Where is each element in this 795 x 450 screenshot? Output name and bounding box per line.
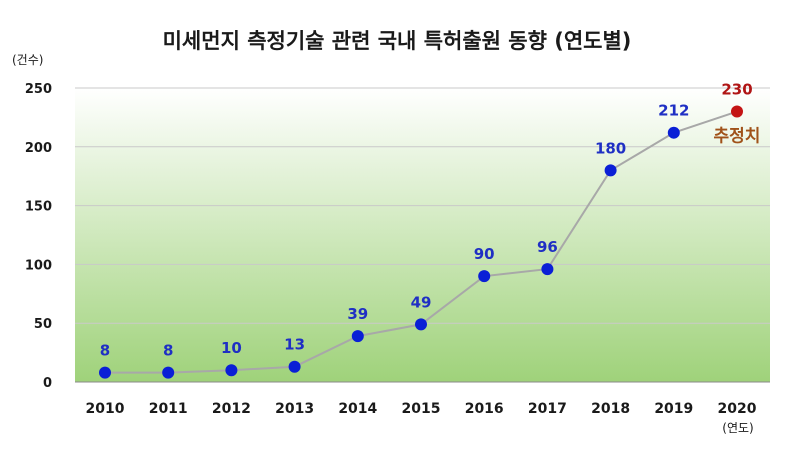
data-point xyxy=(415,318,427,331)
x-tick-label: 2010 xyxy=(86,401,125,417)
data-point xyxy=(478,270,491,283)
data-point xyxy=(604,164,617,177)
data-labels: 8 8 10 13 39 49 90 96 180 212 230 xyxy=(100,81,753,360)
data-point xyxy=(162,366,175,379)
data-point xyxy=(288,360,301,373)
data-label-estimated: 230 xyxy=(721,81,752,99)
gridlines xyxy=(75,87,770,324)
x-tick-label: 2017 xyxy=(528,401,567,417)
data-point xyxy=(99,366,111,379)
data-label: 180 xyxy=(595,139,626,157)
chart-title: 미세먼지 측정기술 관련 국내 특허출원 동향 (연도별) xyxy=(163,29,632,53)
data-points xyxy=(99,105,743,379)
x-tick-label: 2018 xyxy=(591,401,630,417)
data-label: 49 xyxy=(411,293,432,311)
data-label: 8 xyxy=(100,342,110,360)
x-tick-label: 2014 xyxy=(338,401,377,417)
estimated-note-label: 추정치 xyxy=(714,127,761,147)
data-point xyxy=(541,263,554,276)
data-label: 90 xyxy=(474,245,495,263)
data-label: 13 xyxy=(284,336,305,354)
y-axis-unit-label: (건수) xyxy=(12,53,43,67)
y-axis-ticks: 0 50 100 150 200 250 xyxy=(25,82,52,391)
y-tick-label: 200 xyxy=(25,141,52,156)
y-tick-label: 100 xyxy=(25,258,52,273)
x-tick-label: 2011 xyxy=(149,401,188,417)
x-axis-ticks: 2010 2011 2012 2013 2014 2015 2016 2017 2018 2019… xyxy=(86,401,757,417)
plot-area xyxy=(75,88,770,382)
y-tick-label: 150 xyxy=(25,200,52,215)
x-tick-label: 2015 xyxy=(402,401,441,417)
y-tick-label: 50 xyxy=(34,317,52,332)
data-label: 39 xyxy=(347,305,368,323)
x-tick-label: 2020 xyxy=(718,401,757,417)
x-tick-label: 2012 xyxy=(212,401,251,417)
data-label: 10 xyxy=(221,339,242,357)
data-point xyxy=(225,364,238,377)
data-point xyxy=(667,126,680,139)
x-tick-label: 2013 xyxy=(275,401,314,417)
data-label: 212 xyxy=(658,102,689,120)
data-label: 8 xyxy=(163,342,173,360)
x-tick-label: 2016 xyxy=(465,401,504,417)
data-point-estimated xyxy=(731,105,743,118)
data-label: 96 xyxy=(537,238,558,256)
x-tick-label: 2019 xyxy=(654,401,693,417)
x-axis-unit-label: (연도) xyxy=(722,421,753,435)
data-point xyxy=(351,330,364,343)
y-tick-label: 250 xyxy=(25,82,52,97)
y-tick-label: 0 xyxy=(43,376,52,391)
